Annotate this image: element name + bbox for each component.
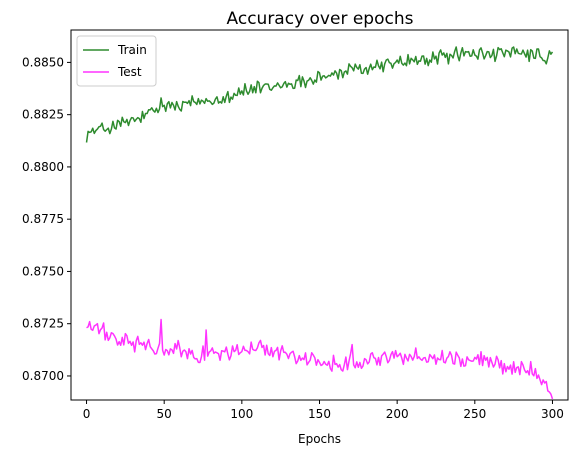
legend-label-train: Train: [117, 43, 147, 57]
x-tick-label: 150: [308, 407, 331, 421]
legend-box: [76, 35, 157, 87]
series-layer: [85, 46, 554, 400]
y-tick-label: 0.8725: [22, 317, 64, 331]
y-axis-ticks: 0.8700 0.8725 0.8750 0.8775 0.8800 0.8825 0.88…: [22, 55, 71, 383]
x-tick-label: 300: [541, 407, 564, 421]
chart-title: Accuracy over epochs: [227, 9, 414, 29]
series-line-train: [85, 46, 554, 143]
y-tick-label: 0.8825: [22, 108, 64, 122]
legend-label-test: Test: [117, 65, 142, 79]
x-tick-label: 50: [157, 407, 172, 421]
y-tick-label: 0.8700: [22, 369, 64, 383]
x-tick-label: 250: [463, 407, 486, 421]
legend: Train Test: [76, 35, 157, 87]
x-tick-label: 100: [230, 407, 253, 421]
x-tick-label: 200: [386, 407, 409, 421]
x-axis-label: Epochs: [298, 432, 341, 446]
y-tick-label: 0.8775: [22, 212, 64, 226]
y-tick-label: 0.8750: [22, 264, 64, 278]
x-axis-ticks: 0 50 100 150 200 250 300: [83, 400, 564, 421]
y-tick-label: 0.8800: [22, 160, 64, 174]
series-line-test: [86, 318, 554, 400]
x-tick-label: 0: [83, 407, 91, 421]
y-tick-label: 0.8850: [22, 55, 64, 69]
